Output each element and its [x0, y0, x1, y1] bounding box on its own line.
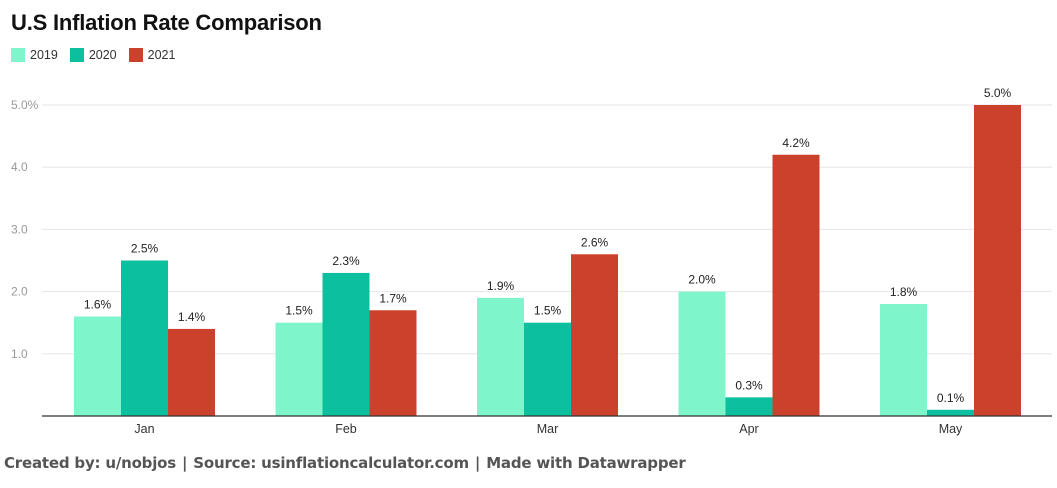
legend-label-2019: 2019 — [30, 48, 58, 62]
legend-swatch-2019 — [11, 48, 25, 62]
bar-value-label: 5.0% — [984, 86, 1012, 100]
footer-credit: Created by: u/nobjos — [4, 454, 176, 472]
bar-value-label: 4.2% — [782, 136, 810, 150]
bar — [678, 291, 726, 416]
legend-swatch-2021 — [128, 48, 143, 62]
legend-item-2021: 2021 — [128, 48, 176, 62]
bar — [974, 105, 1021, 416]
bar-value-label: 1.9% — [487, 279, 515, 293]
bar — [571, 254, 618, 416]
bar — [477, 297, 524, 416]
footer: Created by: u/nobjos | Source: usinflation… — [4, 454, 686, 472]
bar — [524, 322, 571, 416]
bar — [322, 272, 370, 416]
x-tick-label: Jan — [134, 422, 154, 436]
bar — [369, 310, 417, 416]
bar-value-label: 2.5% — [131, 242, 159, 256]
bar-chart: 1.0 2.0 3.0 4.0 5.0% 1.6% 2.5% 1.4% Jan 1.5% 2.3% 1… — [11, 86, 1052, 436]
bar-value-label: 1.5% — [534, 304, 562, 318]
legend-label-2021: 2021 — [147, 48, 176, 62]
footer-separator: | — [474, 454, 481, 472]
footer-source: Source: usinflationcalculator.com — [193, 454, 469, 472]
bar — [927, 409, 974, 416]
x-tick-label: Feb — [335, 422, 357, 436]
x-tick-label: May — [939, 422, 963, 436]
bar-value-label: 0.1% — [937, 391, 965, 405]
bar-value-label: 0.3% — [735, 378, 763, 392]
legend-swatch-2020 — [69, 48, 84, 62]
bar — [168, 328, 215, 416]
y-tick-label: 5.0% — [11, 98, 39, 112]
bar-value-label: 1.4% — [178, 310, 206, 324]
bar-value-label: 2.6% — [581, 235, 609, 249]
bar — [74, 316, 121, 416]
x-tick-label: Apr — [739, 422, 758, 436]
x-tick-label: Mar — [537, 422, 559, 436]
footer-made-with: Made with Datawrapper — [486, 454, 686, 472]
bar-value-label: 1.7% — [379, 291, 407, 305]
chart-title: U.S Inflation Rate Comparison — [11, 10, 322, 35]
bar — [880, 304, 927, 416]
bar-value-label: 1.6% — [84, 297, 112, 311]
bar — [725, 397, 773, 416]
bar-value-label: 2.0% — [688, 273, 716, 287]
legend: 2019 2020 2021 — [11, 48, 175, 62]
bar-value-label: 1.8% — [890, 285, 918, 299]
y-tick-label: 4.0 — [11, 160, 28, 174]
bar — [275, 322, 323, 416]
bar-value-label: 2.3% — [332, 254, 360, 268]
y-tick-label: 3.0 — [11, 222, 28, 236]
legend-label-2020: 2020 — [88, 48, 117, 62]
bar — [772, 154, 820, 416]
bar — [121, 260, 168, 416]
footer-separator: | — [182, 454, 188, 472]
y-tick-label: 1.0 — [11, 347, 28, 361]
legend-item-2020: 2020 — [69, 48, 117, 62]
y-tick-label: 2.0 — [11, 285, 28, 299]
legend-item-2019: 2019 — [11, 48, 58, 62]
bar-value-label: 1.5% — [285, 304, 313, 318]
